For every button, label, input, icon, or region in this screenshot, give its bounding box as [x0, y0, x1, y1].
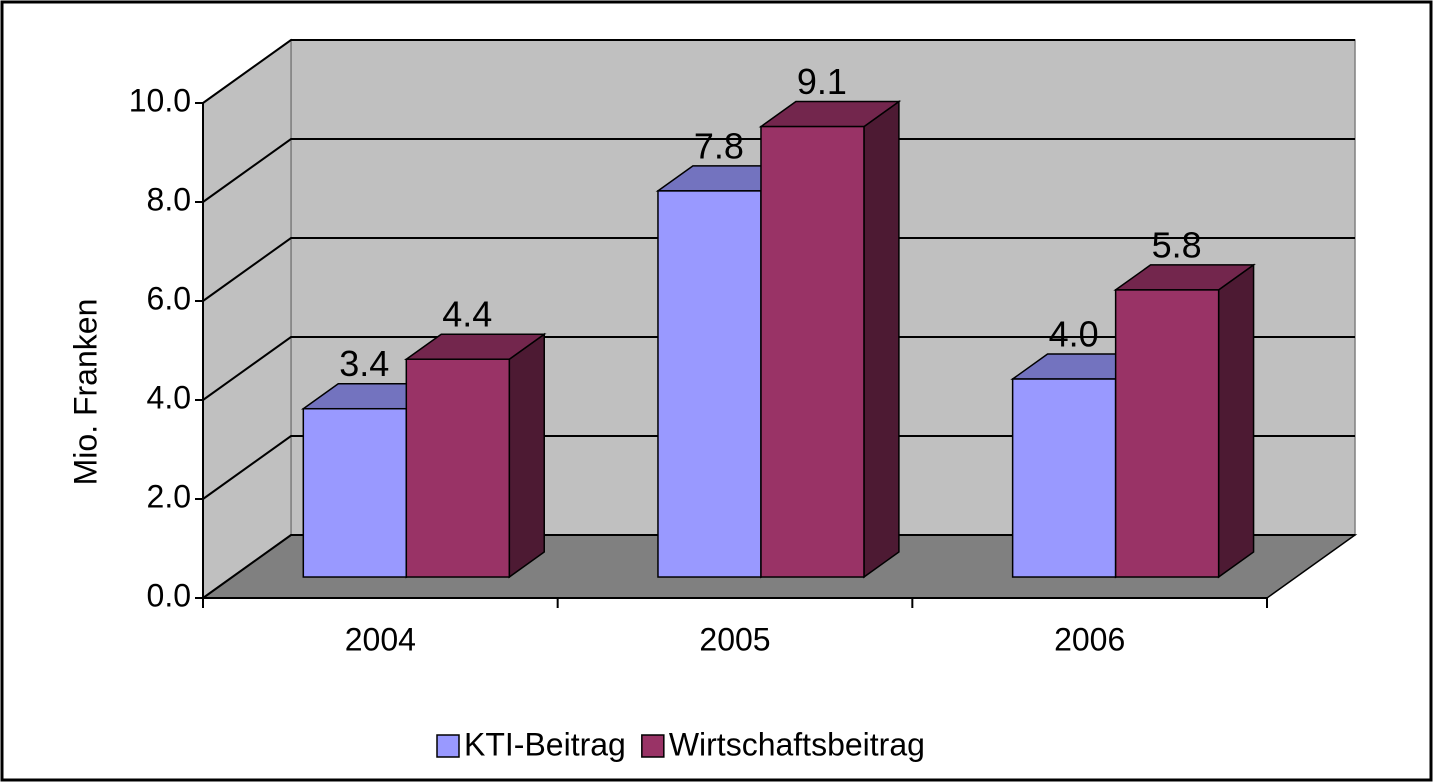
- data-label: 4.4: [442, 294, 492, 335]
- bar-side: [508, 332, 545, 579]
- data-label: 4.0: [1049, 314, 1099, 355]
- y-tick-label: 2.0: [147, 478, 191, 514]
- x-tick-label: 2006: [1054, 621, 1125, 657]
- side-wall: [202, 38, 292, 600]
- y-axis-label: Mio. Franken: [67, 299, 103, 486]
- bar: [657, 190, 762, 578]
- legend-swatch: [641, 734, 665, 758]
- legend-swatch: [436, 734, 460, 758]
- bar: [1114, 289, 1220, 578]
- data-label: 5.8: [1152, 224, 1202, 265]
- bar: [302, 407, 408, 578]
- grid-line: [202, 534, 1355, 599]
- y-tick-label: 4.0: [147, 379, 191, 415]
- grid-line: [202, 336, 1355, 401]
- grid-line: [202, 435, 1355, 500]
- bar-side: [863, 100, 900, 579]
- data-label: 3.4: [339, 343, 389, 384]
- x-tick-label: 2004: [345, 621, 416, 657]
- bar: [760, 125, 865, 578]
- grid-line: [202, 39, 1355, 104]
- data-label: 9.1: [797, 61, 847, 102]
- grid-line: [202, 237, 1355, 302]
- data-label: 7.8: [694, 125, 744, 166]
- legend-label: KTI-Beitrag: [464, 726, 626, 762]
- y-tick-label: 0.0: [147, 577, 191, 613]
- legend-label: Wirtschaftsbeitrag: [669, 726, 925, 762]
- bar-side: [1217, 263, 1255, 579]
- y-tick-label: 10.0: [129, 82, 191, 118]
- y-tick-label: 6.0: [147, 280, 191, 316]
- x-tick-label: 2005: [699, 621, 770, 657]
- grid-line: [202, 138, 1355, 203]
- bar: [1011, 378, 1117, 578]
- bar: [405, 358, 511, 578]
- y-tick-label: 8.0: [147, 181, 191, 217]
